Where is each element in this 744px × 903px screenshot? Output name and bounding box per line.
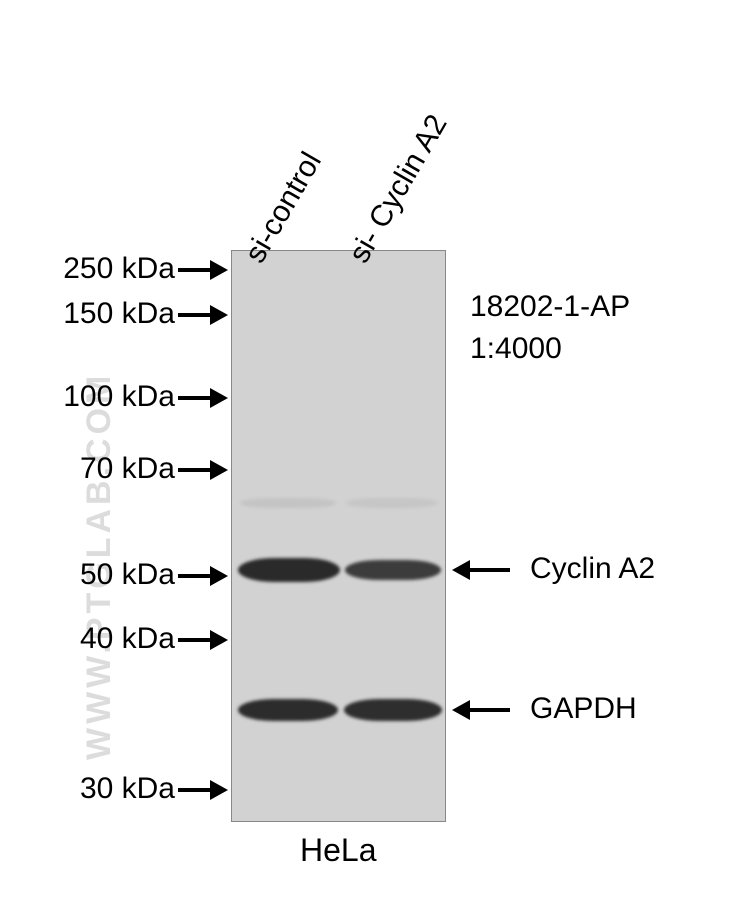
band-gapdh-lane0 — [238, 699, 338, 721]
dilution-label: 1:4000 — [470, 332, 562, 366]
mw-arrowhead-30 — [210, 780, 228, 800]
mw-label-100: 100 kDa — [63, 380, 175, 414]
band-arrow-gapdh — [470, 708, 510, 712]
mw-label-30: 30 kDa — [80, 772, 175, 806]
mw-arrowhead-40 — [210, 630, 228, 650]
mw-label-70: 70 kDa — [80, 452, 175, 486]
mw-arrowhead-150 — [210, 305, 228, 325]
band-arrow-cyclin-a2 — [470, 568, 510, 572]
mw-arrowhead-70 — [210, 460, 228, 480]
band-label-cyclin-a2: Cyclin A2 — [530, 552, 655, 586]
catalog-number: 18202-1-AP — [470, 290, 630, 324]
band-label-gapdh: GAPDH — [530, 692, 637, 726]
mw-arrow-100 — [178, 396, 212, 400]
band-gapdh-lane1 — [344, 699, 442, 721]
mw-arrow-50 — [178, 574, 212, 578]
blot-membrane — [231, 250, 446, 822]
mw-arrow-40 — [178, 638, 212, 642]
mw-arrow-250 — [178, 268, 212, 272]
cell-line-label: HeLa — [300, 832, 377, 869]
mw-arrowhead-100 — [210, 388, 228, 408]
mw-arrowhead-50 — [210, 566, 228, 586]
band-arrowhead-gapdh — [452, 700, 470, 720]
mw-arrow-150 — [178, 313, 212, 317]
band-cyclin-a2-lane0 — [238, 558, 340, 582]
mw-arrowhead-250 — [210, 260, 228, 280]
mw-label-150: 150 kDa — [63, 297, 175, 331]
faint-band — [240, 498, 336, 508]
mw-label-50: 50 kDa — [80, 558, 175, 592]
band-cyclin-a2-lane1 — [345, 560, 441, 580]
band-arrowhead-cyclin-a2 — [452, 560, 470, 580]
lane-header-si-cyclin-a2: si- Cyclin A2 — [343, 109, 455, 269]
mw-label-40: 40 kDa — [80, 622, 175, 656]
faint-band — [346, 498, 438, 508]
mw-arrow-30 — [178, 788, 212, 792]
mw-label-250: 250 kDa — [63, 252, 175, 286]
mw-arrow-70 — [178, 468, 212, 472]
figure-canvas: WWW.PTGLAB.COM si-control si- Cyclin A2 … — [0, 0, 744, 903]
